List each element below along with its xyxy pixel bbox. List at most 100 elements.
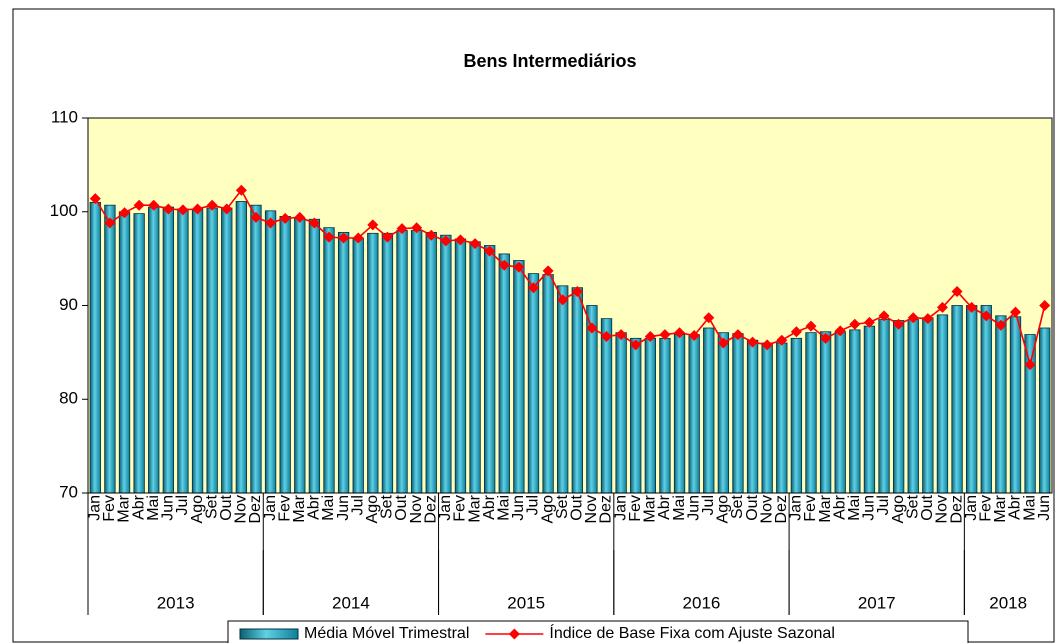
bar <box>805 332 817 494</box>
x-tick-label: Fev <box>802 495 819 522</box>
y-tick-label: 70 <box>59 482 78 501</box>
bar <box>746 339 759 494</box>
marker <box>513 261 525 273</box>
bar <box>586 305 598 494</box>
x-tick-label: Mai <box>320 495 337 521</box>
x-tick-label: Abr <box>130 494 147 520</box>
bar <box>849 329 861 494</box>
x-tick-label: Jul <box>349 495 366 515</box>
marker <box>863 316 875 328</box>
bar <box>615 332 627 494</box>
legend-label: Índice de Base Fixa com Ajuste Sazonal <box>549 623 835 642</box>
marker <box>148 199 160 211</box>
year-label: 2013 <box>157 593 195 612</box>
x-tick-label: Set <box>729 494 746 519</box>
y-tick-label: 90 <box>59 295 78 314</box>
x-tick-label: Ago <box>715 495 732 524</box>
legend-box <box>227 620 969 643</box>
marker <box>1039 300 1051 311</box>
chart-title: Bens Intermediários <box>463 51 636 71</box>
bar <box>425 231 437 494</box>
x-tick-label: Out <box>569 494 586 520</box>
bar <box>761 342 773 494</box>
x-tick-label: Jun <box>861 495 878 521</box>
marker <box>688 330 700 341</box>
marker <box>644 330 656 342</box>
x-tick-label: Jun <box>160 495 177 521</box>
marker <box>206 199 218 211</box>
bar <box>571 287 583 494</box>
y-tick-label: 80 <box>59 389 78 408</box>
bar <box>688 334 700 494</box>
bar <box>469 241 481 494</box>
marker <box>776 334 788 346</box>
x-tick-label: Abr <box>1007 494 1024 520</box>
x-tick-label: Out <box>744 494 761 520</box>
marker <box>601 330 613 342</box>
x-tick-label: Ago <box>890 495 907 524</box>
marker <box>717 337 729 349</box>
x-tick-label: Out <box>919 494 936 520</box>
marker <box>586 322 598 334</box>
marker <box>89 193 101 205</box>
bar <box>337 231 350 494</box>
bar <box>221 207 233 494</box>
x-tick-label: Mai <box>671 495 688 521</box>
marker <box>893 318 905 330</box>
x-tick-label: Ago <box>364 495 381 524</box>
x-tick-label: Ago <box>189 495 206 524</box>
marker <box>381 231 393 243</box>
x-tick-label: Jun <box>335 495 352 521</box>
x-tick-label: Dez <box>247 495 264 523</box>
x-tick-label: Mai <box>1021 495 1038 521</box>
bar <box>1024 334 1036 494</box>
x-tick-label: Nov <box>758 495 775 523</box>
bar <box>191 208 204 494</box>
marker <box>527 282 539 294</box>
marker <box>922 313 934 325</box>
marker <box>469 238 481 250</box>
x-tick-label: Jul <box>875 495 892 515</box>
bar <box>659 337 671 494</box>
x-tick-label: Jul <box>525 495 542 515</box>
bar <box>118 211 131 494</box>
y-tick-label: 100 <box>50 201 78 220</box>
bar <box>995 315 1007 494</box>
legend-swatch <box>239 628 299 640</box>
x-tick-label: Abr <box>831 494 848 520</box>
bar <box>162 206 174 494</box>
x-tick-label: Mar <box>642 494 659 522</box>
marker <box>966 301 978 313</box>
marker <box>732 329 744 341</box>
x-tick-label: Fev <box>276 495 293 522</box>
bar <box>352 237 364 494</box>
x-tick-label: Jul <box>174 495 191 515</box>
x-tick-label: Out <box>218 494 235 520</box>
marker <box>177 204 189 216</box>
marker <box>557 294 569 306</box>
plot-area <box>87 117 1053 494</box>
bar <box>966 305 978 494</box>
marker <box>805 320 817 332</box>
bar <box>367 232 379 494</box>
bar <box>557 285 569 494</box>
bar <box>732 333 744 494</box>
bar <box>951 305 963 494</box>
x-tick-label: Abr <box>481 494 498 520</box>
bar <box>819 331 832 494</box>
bar <box>630 337 642 494</box>
x-tick-label: Nov <box>233 495 250 523</box>
bar <box>148 206 160 494</box>
year-label: 2016 <box>683 593 721 612</box>
bar <box>1009 316 1022 494</box>
x-tick-label: Jan <box>612 495 629 521</box>
marker <box>820 332 832 344</box>
x-tick-label: Mai <box>145 495 162 521</box>
bar <box>206 207 218 494</box>
x-tick-label: Set <box>554 494 571 519</box>
marker <box>761 339 773 351</box>
marker <box>338 232 350 244</box>
marker <box>936 301 948 313</box>
marker <box>703 312 715 324</box>
